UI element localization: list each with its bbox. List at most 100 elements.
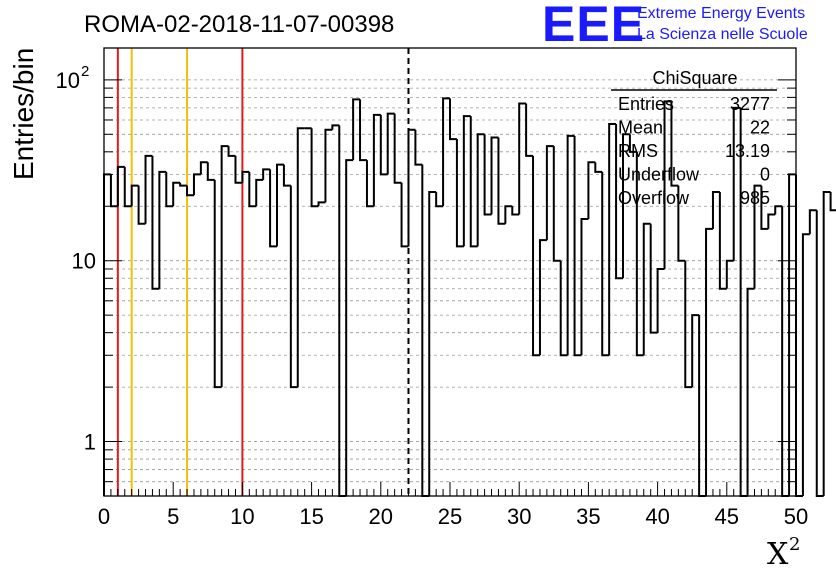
x-tick-label: 10: [230, 504, 254, 529]
x-axis-label-base: X: [767, 537, 789, 572]
histogram-bin: [324, 128, 333, 203]
histogram-bin: [670, 101, 679, 187]
histogram-bin: [186, 185, 194, 197]
histogram-bin: [525, 103, 534, 157]
y-axis-label: Entries/bin: [8, 48, 39, 180]
x-tick-label: 20: [369, 504, 393, 529]
stats-label: Entries: [618, 94, 674, 114]
histogram-bin: [289, 185, 298, 389]
histogram-bin: [269, 169, 277, 248]
histogram-bin: [428, 190, 437, 496]
histogram-bin: [711, 190, 720, 229]
histogram-bin: [310, 128, 319, 208]
histogram-bin: [241, 170, 250, 183]
histogram-bin: [172, 181, 181, 207]
histogram-bin: [379, 114, 388, 176]
histogram-bin: [192, 173, 201, 196]
histogram-bin: [296, 127, 305, 388]
y-tick-label-exponent: 2: [81, 63, 89, 80]
histogram-bin: [829, 191, 836, 212]
histogram-bin: [725, 259, 734, 289]
x-tick-label: 50: [784, 504, 808, 529]
histogram-bin: [663, 100, 672, 269]
histogram-bin: [455, 139, 464, 248]
chart-title: ROMA-02-2018-11-07-00398: [84, 11, 394, 38]
histogram-bin: [795, 174, 803, 497]
histogram-bin: [179, 182, 188, 187]
histogram-bin: [248, 171, 257, 208]
histogram-bin: [158, 170, 167, 289]
stats-label: Mean: [618, 118, 663, 138]
histogram-bin: [559, 260, 568, 357]
stats-value: 22: [750, 118, 770, 138]
histogram-bin: [338, 125, 347, 497]
stats-box: ChiSquare Entries 3277 Mean 22 RMS 13.19 Under…: [611, 68, 777, 208]
x-tick-label: 25: [438, 504, 462, 529]
histogram-bin: [822, 190, 831, 496]
histogram-bin: [393, 113, 402, 184]
histogram-bin: [698, 315, 707, 497]
histogram-bin: [165, 171, 174, 208]
histogram-bin: [684, 260, 693, 389]
histogram-bin: [490, 136, 499, 215]
histogram-bin: [532, 155, 540, 357]
histogram-bin: [615, 123, 623, 280]
histogram-bin: [573, 135, 582, 357]
x-tick-label: 30: [507, 504, 531, 529]
x-tick-label: 45: [715, 504, 739, 529]
histogram-bin: [594, 162, 603, 173]
histogram-bin: [400, 182, 409, 248]
histogram-bin: [497, 137, 506, 225]
histogram-bin: [642, 222, 651, 356]
x-tick-label: 5: [167, 504, 179, 529]
histogram-bin: [386, 112, 395, 175]
histogram-bin: [815, 210, 824, 497]
histogram-bin: [781, 206, 790, 497]
histogram-bin: [760, 185, 769, 230]
x-axis-label: X 2: [767, 534, 800, 572]
histogram-bin: [199, 161, 208, 175]
stats-value: 985: [740, 188, 770, 208]
histogram-bin: [414, 129, 423, 166]
stats-value: 0: [760, 165, 770, 185]
histogram-bin: [767, 213, 776, 229]
x-axis-label-superscript: 2: [789, 534, 800, 555]
stats-title: ChiSquare: [652, 68, 737, 88]
y-tick-label: 10: [56, 68, 80, 93]
histogram-bin: [130, 184, 139, 207]
histogram-bin: [739, 107, 748, 497]
stats-label: Underflow: [618, 165, 700, 185]
x-tick-label: 15: [299, 504, 323, 529]
histogram-bin: [732, 106, 741, 261]
histogram-bin: [109, 174, 118, 208]
histogram-bin: [538, 239, 547, 356]
histogram-bin: [476, 133, 485, 247]
histogram-bin: [656, 267, 665, 333]
eee-logo: EEE Extreme Energy Events La Scienza nel…: [542, 0, 808, 52]
histogram-bin: [345, 159, 354, 496]
histogram-bin: [359, 99, 367, 162]
histogram-bin: [788, 173, 796, 496]
histogram-bin: [137, 185, 146, 225]
histogram-bin: [435, 191, 444, 208]
logo-line-2: La Scienza nelle Scuole: [637, 26, 808, 43]
histogram-bin: [331, 124, 340, 130]
histogram-bin: [123, 166, 132, 208]
axis-ticks: [103, 79, 797, 497]
histogram-bin: [282, 164, 291, 187]
histogram-bin: [746, 287, 755, 496]
histogram-bin: [552, 146, 561, 262]
histogram-bin: [566, 134, 575, 356]
histogram-bin: [206, 162, 215, 181]
histogram-bin: [774, 205, 783, 215]
histogram-bin: [504, 205, 513, 224]
histogram-bin: [649, 223, 658, 334]
histogram-bin: [276, 163, 284, 247]
histogram-bin: [407, 128, 416, 247]
histogram-bin: [365, 160, 374, 208]
histogram-bin: [220, 145, 229, 388]
histogram-bin: [635, 151, 644, 357]
histogram-bin: [255, 178, 264, 207]
stats-value: 3277: [730, 94, 770, 114]
